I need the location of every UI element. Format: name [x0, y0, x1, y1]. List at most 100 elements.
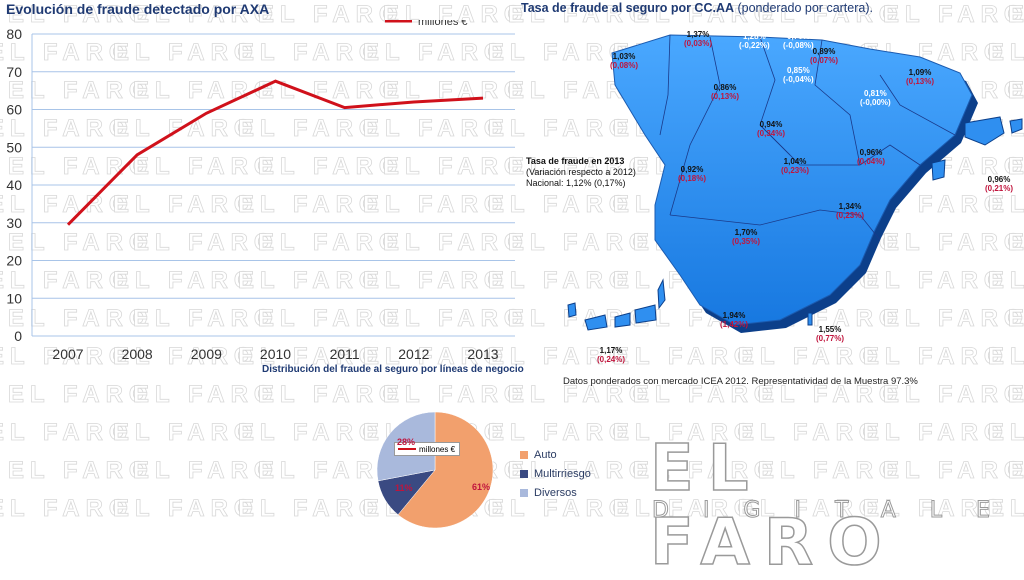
y-tick-label: 80 — [6, 26, 22, 42]
region-pct: 1,03% — [610, 52, 638, 61]
melilla-mark — [808, 313, 812, 325]
pie-title: Distribución del fraude al seguro por lí… — [262, 364, 524, 375]
region-label: 1,09%(0,13%) — [906, 68, 934, 86]
pie-chart — [370, 400, 500, 530]
region-pct: 1,34% — [836, 202, 864, 211]
watermark-text: EL FARO — [238, 419, 384, 446]
pie-legend-item: Auto — [520, 445, 591, 464]
region-label: 0,92%(0,18%) — [678, 165, 706, 183]
region-label: 0,81%(-0,00%) — [860, 89, 891, 107]
y-tick-label: 0 — [14, 328, 22, 344]
region-variation: (1,42%) — [720, 320, 748, 329]
region-pct: 0,85% — [783, 66, 814, 75]
region-variation: (0,13%) — [906, 77, 934, 86]
watermark-text: EL FARO — [0, 419, 134, 446]
y-tick-label: 40 — [6, 177, 22, 193]
x-tick-label: 2012 — [398, 346, 429, 362]
y-tick-label: 20 — [6, 253, 22, 269]
region-variation: (0,35%) — [732, 237, 760, 246]
pie-inset-line — [398, 448, 416, 450]
region-variation: (0,03%) — [684, 39, 712, 48]
region-variation: (0,23%) — [836, 211, 864, 220]
region-variation: (0,34%) — [757, 129, 785, 138]
watermark-text: EL FARO — [8, 457, 154, 484]
watermark-text: EL FARO — [113, 495, 259, 522]
y-tick-label: 60 — [6, 102, 22, 118]
series-line — [68, 81, 483, 224]
region-pct: 0,96% — [857, 148, 885, 157]
region-label: 0,96%(0,21%) — [985, 175, 1013, 193]
y-tick-label: 30 — [6, 215, 22, 231]
region-label: 0,86%(0,13%) — [711, 83, 739, 101]
pie-inset-label: millones € — [419, 445, 455, 454]
region-label: 1,28%(-0,22%) — [739, 32, 770, 50]
watermark-text: EL FARO — [133, 381, 279, 408]
legend-label: Multirriesgo — [534, 468, 591, 480]
region-label: 1,34%(0,23%) — [836, 202, 864, 220]
slice-label-multirriesgo: 11% — [395, 483, 413, 493]
fraud-box-title: Tasa de fraude en 2013 — [526, 156, 636, 167]
region-pct: 1,17% — [597, 346, 625, 355]
x-tick-label: 2013 — [467, 346, 498, 362]
fraud-box-variation: (Variación respecto a 2012) — [526, 167, 636, 178]
x-tick-label: 2009 — [191, 346, 222, 362]
x-tick-label: 2010 — [260, 346, 291, 362]
region-pct: 1,55% — [816, 325, 844, 334]
y-tick-label: 70 — [6, 64, 22, 80]
region-label: 1,70%(0,35%) — [732, 228, 760, 246]
x-tick-label: 2008 — [122, 346, 153, 362]
watermark-text: EL FARO — [238, 495, 384, 522]
map-title-normal: (ponderado por cartera). — [734, 1, 873, 15]
region-label: 1,17%(0,24%) — [597, 346, 625, 364]
region-pct: 1,37% — [684, 30, 712, 39]
region-variation: (0,77%) — [816, 334, 844, 343]
canarias-island — [615, 313, 630, 327]
map-footnote: Datos ponderados con mercado ICEA 2012. … — [563, 376, 918, 387]
legend-label: Auto — [534, 449, 557, 461]
legend-label: millones € — [418, 20, 468, 28]
watermark-text: EL FARO — [0, 495, 134, 522]
fraud-box-national: Nacional: 1,12% (0,17%) — [526, 178, 636, 189]
region-pct: 1,70% — [732, 228, 760, 237]
region-variation: (0,24%) — [597, 355, 625, 364]
y-tick-label: 50 — [6, 139, 22, 155]
region-label: 1,04%(0,23%) — [781, 157, 809, 175]
watermark-text: EL FARO — [8, 381, 154, 408]
line-chart-title: Evolución de fraude detectado por AXA — [6, 1, 269, 17]
region-pct: 1,04% — [781, 157, 809, 166]
region-label: 0,89%(0,07%) — [810, 47, 838, 65]
region-pct: 0,96% — [985, 175, 1013, 184]
watermark-text: EL FARO — [113, 419, 259, 446]
canarias-island — [585, 315, 607, 330]
region-variation: (0,18%) — [678, 174, 706, 183]
map-title: Tasa de fraude al seguro por CC.AA (pond… — [521, 1, 873, 15]
region-pct: 1,09% — [906, 68, 934, 77]
region-label: 1,03%(0,08%) — [610, 52, 638, 70]
map-title-bold: Tasa de fraude al seguro por CC.AA — [521, 1, 734, 15]
fraud-legend-box: Tasa de fraude en 2013 (Variación respec… — [526, 156, 636, 189]
pie-legend: Auto Multirriesgo Diversos — [520, 445, 591, 502]
canarias-island — [658, 280, 665, 308]
region-pct: 0,89% — [810, 47, 838, 56]
x-tick-label: 2011 — [330, 346, 360, 362]
slice-label-diversos: 28% — [397, 437, 415, 447]
region-label: 0,96%(0,04%) — [857, 148, 885, 166]
region-variation: (0,13%) — [711, 92, 739, 101]
baleares-island-small — [1010, 119, 1022, 133]
region-variation: (0,08%) — [610, 61, 638, 70]
region-label: 0,85%(-0,04%) — [783, 66, 814, 84]
region-variation: (0,04%) — [857, 157, 885, 166]
region-label: 1,55%(0,77%) — [816, 325, 844, 343]
y-tick-label: 10 — [6, 290, 22, 306]
canarias-island — [568, 303, 576, 317]
pie-legend-item: Diversos — [520, 483, 591, 502]
region-pct: 0,92% — [678, 165, 706, 174]
baleares-island — [965, 117, 1004, 145]
slice-label-auto: 61% — [472, 482, 490, 492]
region-pct: 0,76% — [783, 32, 814, 41]
region-pct: 0,86% — [711, 83, 739, 92]
canarias-island — [635, 305, 656, 323]
watermark-text: EL FARO — [1008, 1, 1024, 28]
region-label: 1,37%(0,03%) — [684, 30, 712, 48]
